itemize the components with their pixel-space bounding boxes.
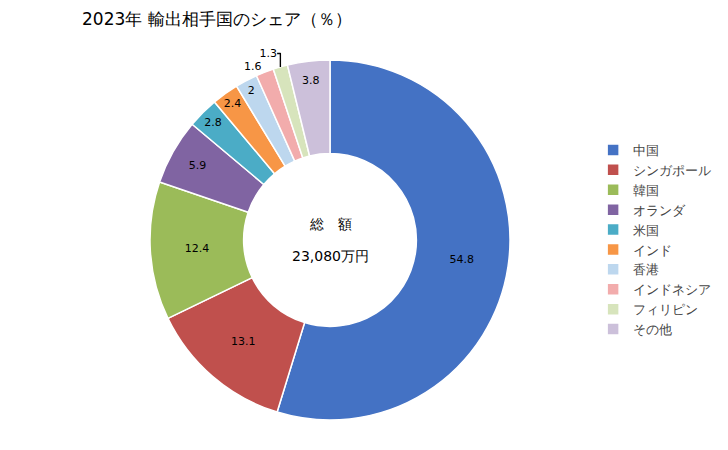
- svg-text:3.8: 3.8: [302, 74, 320, 87]
- svg-text:1.6: 1.6: [244, 60, 262, 73]
- svg-text:シンガポール: シンガポール: [633, 163, 711, 178]
- svg-text:2.8: 2.8: [204, 116, 222, 129]
- svg-text:香港: 香港: [633, 262, 659, 277]
- svg-text:その他: その他: [633, 322, 672, 337]
- svg-text:54.8: 54.8: [449, 253, 474, 266]
- svg-text:米国: 米国: [633, 223, 659, 238]
- svg-text:2.4: 2.4: [224, 97, 242, 110]
- svg-text:インド: インド: [633, 243, 672, 258]
- svg-text:1.3: 1.3: [260, 47, 278, 60]
- svg-text:13.1: 13.1: [231, 335, 256, 348]
- svg-text:インドネシア: インドネシア: [633, 282, 711, 297]
- svg-text:23,080万円: 23,080万円: [292, 248, 369, 264]
- svg-text:総 額: 総 額: [309, 216, 352, 232]
- svg-text:2: 2: [248, 84, 255, 97]
- svg-text:オランダ: オランダ: [633, 203, 686, 218]
- svg-text:フィリピン: フィリピン: [633, 302, 698, 317]
- svg-text:中国: 中国: [633, 143, 659, 158]
- svg-text:5.9: 5.9: [189, 159, 207, 172]
- svg-text:12.4: 12.4: [185, 242, 210, 255]
- svg-text:韓国: 韓国: [633, 183, 659, 198]
- svg-text:2023年 輸出相手国のシェア（％）: 2023年 輸出相手国のシェア（％）: [82, 9, 352, 29]
